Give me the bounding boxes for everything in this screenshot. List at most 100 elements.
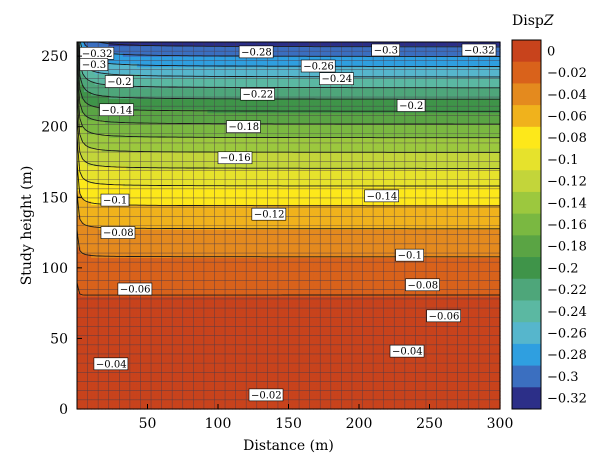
field-cell	[218, 387, 223, 392]
field-cell	[119, 380, 124, 385]
field-cell	[101, 405, 106, 410]
field-cell	[225, 363, 230, 368]
field-cell	[179, 299, 184, 304]
field-cell	[112, 239, 117, 244]
field-cell	[239, 236, 244, 241]
field-cell	[203, 77, 209, 82]
field-cell	[91, 137, 96, 142]
field-cell	[151, 345, 156, 350]
field-cell	[242, 229, 247, 234]
field-cell	[112, 126, 117, 131]
field-cell	[246, 394, 251, 400]
field-cell	[207, 183, 212, 188]
field-cell	[91, 317, 96, 322]
field-cell	[143, 398, 149, 403]
field-cell	[133, 313, 138, 318]
field-cell	[143, 154, 149, 160]
field-cell	[105, 190, 110, 195]
field-cell	[242, 200, 247, 205]
field-cell	[210, 169, 216, 174]
field-cell	[94, 179, 99, 184]
field-cell	[200, 264, 205, 269]
field-cell	[182, 193, 187, 198]
field-cell	[214, 401, 219, 407]
field-cell	[225, 84, 230, 89]
field-cell	[105, 306, 110, 311]
field-cell	[115, 137, 120, 142]
field-cell	[242, 253, 247, 258]
field-cell	[235, 197, 240, 202]
field-cell	[210, 98, 216, 103]
field-cell	[221, 334, 226, 340]
field-cell	[242, 264, 247, 269]
field-cell	[77, 271, 82, 276]
field-cell	[235, 310, 240, 315]
field-cell	[101, 221, 106, 227]
field-cell	[161, 366, 166, 371]
field-cell	[122, 119, 127, 124]
field-cell	[182, 356, 187, 361]
field-cell	[91, 327, 96, 332]
field-cell	[218, 236, 223, 241]
field-cell	[91, 130, 96, 135]
field-cell	[175, 133, 180, 138]
field-cell	[84, 221, 89, 227]
field-cell	[143, 126, 149, 131]
field-cell	[175, 303, 180, 308]
field-cell	[112, 176, 117, 181]
field-cell	[203, 236, 209, 241]
field-cell	[182, 341, 187, 347]
field-cell	[91, 84, 96, 89]
field-cell	[235, 387, 240, 392]
field-cell	[112, 66, 117, 71]
field-cell	[112, 130, 117, 135]
field-cell	[115, 98, 120, 103]
field-cell	[140, 80, 145, 85]
field-cell	[151, 253, 156, 258]
field-cell	[189, 289, 194, 294]
field-cell	[80, 239, 85, 244]
field-cell	[165, 66, 170, 71]
field-cell	[151, 373, 156, 378]
field-cell	[108, 299, 113, 304]
field-cell	[77, 154, 82, 160]
field-cell	[232, 236, 237, 241]
field-cell	[129, 299, 135, 304]
field-cell	[161, 246, 166, 251]
field-cell	[101, 98, 106, 103]
field-cell	[105, 264, 110, 269]
field-cell	[112, 257, 117, 262]
field-cell	[186, 320, 191, 325]
field-cell	[239, 356, 244, 361]
field-cell	[108, 338, 113, 343]
field-cell	[143, 77, 149, 82]
field-cell	[147, 338, 152, 343]
field-cell	[210, 380, 216, 385]
field-cell	[200, 207, 205, 212]
field-cell	[133, 109, 138, 114]
field-cell	[200, 334, 205, 340]
field-cell	[161, 109, 166, 114]
field-cell	[126, 271, 131, 276]
field-cell	[91, 87, 96, 93]
field-cell	[242, 225, 247, 230]
field-cell	[94, 176, 99, 181]
field-cell	[112, 349, 117, 354]
field-cell	[87, 183, 92, 188]
field-cell	[175, 66, 180, 71]
field-cell	[221, 264, 226, 269]
field-cell	[203, 398, 209, 403]
field-cell	[158, 271, 163, 276]
field-cell	[80, 229, 85, 234]
field-cell	[172, 169, 177, 174]
field-cell	[239, 250, 244, 255]
field-cell	[193, 77, 198, 82]
field-cell	[98, 172, 103, 177]
field-cell	[98, 193, 103, 198]
field-cell	[133, 123, 138, 128]
field-cell	[210, 366, 216, 371]
field-cell	[228, 116, 233, 121]
field-cell	[186, 179, 191, 184]
field-cell	[200, 289, 205, 294]
field-cell	[239, 190, 244, 195]
